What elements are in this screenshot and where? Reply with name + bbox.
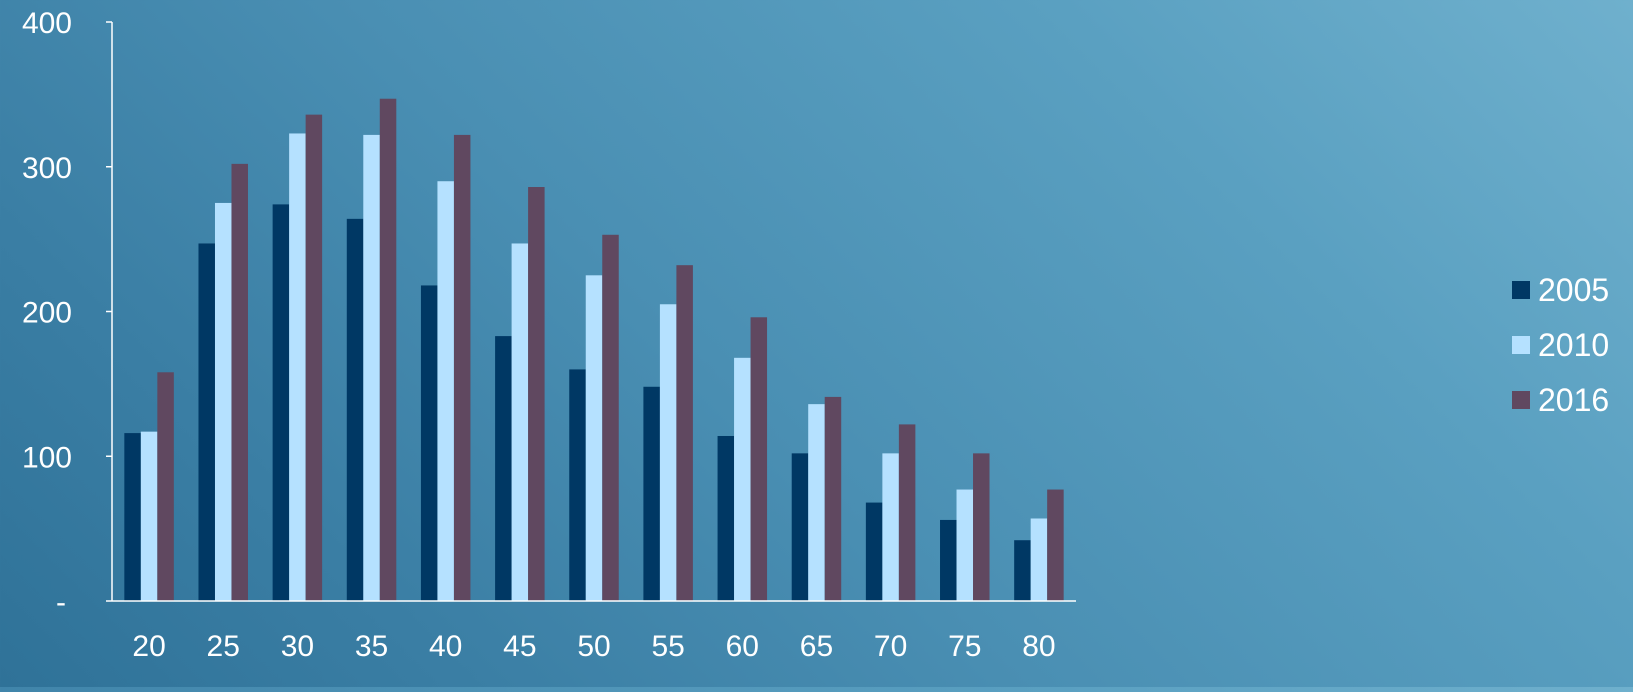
legend-label: 2005 (1538, 272, 1609, 308)
bar-2010-35 (363, 134, 380, 601)
legend-item-2005: 2005 (1512, 272, 1609, 308)
legend-swatch (1512, 281, 1530, 299)
bar-2010-40 (437, 181, 454, 602)
x-tick-label: 25 (207, 630, 240, 663)
y-tick-label: 300 (22, 152, 72, 185)
bar-2010-55 (659, 304, 677, 601)
bar-2005-65 (791, 453, 809, 601)
x-tick-label: 75 (948, 630, 981, 663)
x-tick-label: 65 (800, 630, 833, 663)
bar-2005-25 (198, 243, 215, 601)
bar-2016-50 (602, 234, 619, 601)
bar-2016-45 (528, 187, 545, 601)
bar-2016-30 (305, 114, 323, 601)
bar-2016-25 (231, 163, 248, 602)
bar-2005-45 (495, 336, 512, 601)
x-tick-label: 55 (651, 630, 684, 663)
x-tick-label: 40 (429, 630, 462, 663)
y-tick-label: - (56, 586, 66, 619)
legend-item-2010: 2010 (1512, 327, 1609, 363)
bar-2005-70 (865, 502, 883, 601)
bar-2016-80 (1047, 489, 1064, 601)
x-tick-label: 30 (281, 630, 314, 663)
bar-2010-70 (882, 453, 899, 601)
bar-2005-30 (272, 204, 290, 601)
bar-2010-75 (956, 489, 974, 601)
bar-2016-75 (973, 453, 990, 601)
bar-2010-30 (289, 133, 306, 601)
legend-swatch (1512, 336, 1530, 354)
y-tick-label: 400 (22, 7, 72, 40)
bar-2010-50 (585, 275, 603, 601)
bar-2016-65 (824, 396, 842, 601)
bar-2005-75 (940, 519, 957, 601)
bar-2005-35 (346, 218, 364, 602)
bar-2016-70 (898, 424, 916, 601)
x-tick-label: 45 (503, 630, 536, 663)
bar-2016-40 (453, 134, 471, 601)
legend-label: 2010 (1538, 327, 1609, 363)
axes-layer (106, 21, 1076, 602)
bar-2005-80 (1014, 540, 1031, 601)
bar-2005-55 (643, 386, 660, 601)
bar-2016-35 (379, 98, 397, 601)
legend-item-2016: 2016 (1512, 382, 1609, 418)
bar-2010-45 (511, 243, 529, 601)
bar-2010-80 (1030, 518, 1048, 601)
legend-label: 2016 (1538, 382, 1609, 418)
legend-swatch (1512, 391, 1530, 409)
x-tick-label: 70 (874, 630, 907, 663)
x-tick-label: 50 (577, 630, 610, 663)
y-tick-label: 100 (22, 441, 72, 474)
bar-2005-40 (420, 285, 438, 601)
bar-2010-60 (734, 357, 751, 601)
bars-layer (124, 98, 1064, 602)
bar-2016-55 (676, 265, 693, 601)
bar-2005-60 (717, 435, 735, 601)
x-tick-label: 60 (726, 630, 759, 663)
bar-2005-50 (569, 369, 586, 601)
bar-2016-20 (157, 372, 174, 601)
bar-2005-20 (124, 433, 141, 601)
legend: 2005 2010 2016 (1512, 272, 1609, 418)
x-tick-label: 35 (355, 630, 388, 663)
tick-labels-layer: - 100 200 300 400 20 25 30 35 40 45 50 55 60 65 70 75 80 (22, 7, 1056, 663)
x-tick-label: 20 (132, 630, 165, 663)
bar-2010-20 (140, 431, 158, 601)
bar-2010-65 (808, 404, 825, 601)
bar-2010-25 (214, 202, 232, 601)
bar-2016-60 (750, 317, 768, 601)
y-tick-label: 200 (22, 297, 72, 330)
x-tick-label: 80 (1022, 630, 1055, 663)
